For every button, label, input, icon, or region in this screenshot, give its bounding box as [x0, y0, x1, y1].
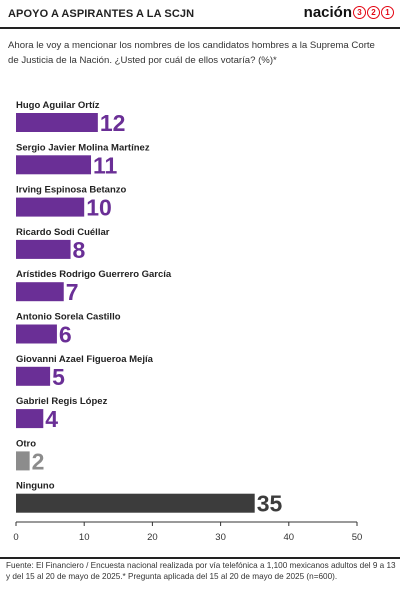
brand-logo: nación 3 2 1	[304, 4, 394, 21]
value-label: 12	[100, 110, 126, 136]
bar	[16, 409, 44, 429]
x-tick-label: 0	[13, 532, 18, 543]
bar	[16, 113, 98, 132]
category-label: Gabriel Regis López	[16, 396, 108, 407]
category-label: Ricardo Sodi Cuéllar	[16, 227, 110, 238]
category-label: Hugo Aguilar Ortíz	[16, 100, 100, 111]
value-label: 11	[93, 152, 118, 178]
category-label: Arístides Rodrigo Guerrero García	[16, 269, 172, 280]
x-tick-label: 20	[147, 532, 158, 543]
brand-digit-2: 2	[367, 6, 380, 19]
bar	[16, 451, 30, 471]
category-label: Ninguno	[16, 481, 55, 492]
brand-digit-1: 3	[353, 6, 366, 19]
value-label: 8	[73, 237, 86, 263]
value-label: 5	[52, 364, 65, 390]
bar	[16, 197, 85, 217]
value-label: 6	[59, 322, 72, 348]
bar	[16, 366, 51, 386]
value-label: 7	[66, 279, 79, 305]
brand-word: nación	[303, 4, 352, 21]
survey-question: Ahora le voy a mencionar los nombres de …	[8, 40, 375, 66]
header-divider	[0, 27, 400, 29]
category-label: Giovanni Azael Figueroa Mejía	[16, 354, 154, 365]
value-label: 4	[45, 406, 58, 432]
value-label: 35	[257, 491, 283, 517]
category-label: Otro	[16, 438, 36, 449]
bar	[16, 239, 71, 259]
x-tick-label: 30	[215, 532, 226, 543]
category-label: Antonio Sorela Castillo	[16, 312, 121, 323]
footer-divider	[0, 557, 400, 559]
category-label: Sergio Javier Molina Martínez	[16, 142, 150, 153]
brand-digit-3: 1	[381, 6, 394, 19]
bar	[16, 324, 57, 344]
chart-header-title: APOYO A ASPIRANTES A LA SCJN	[8, 8, 195, 20]
value-label: 10	[86, 195, 112, 221]
x-tick-label: 10	[79, 532, 90, 543]
bar	[16, 282, 64, 302]
x-tick-label: 40	[284, 532, 295, 543]
source-note: Fuente: El Financiero / Encuesta naciona…	[6, 561, 396, 581]
value-label: 2	[32, 448, 45, 474]
x-tick-label: 50	[352, 532, 363, 543]
category-label: Irving Espinosa Betanzo	[16, 185, 127, 196]
bar	[16, 155, 92, 175]
bar	[16, 493, 255, 513]
